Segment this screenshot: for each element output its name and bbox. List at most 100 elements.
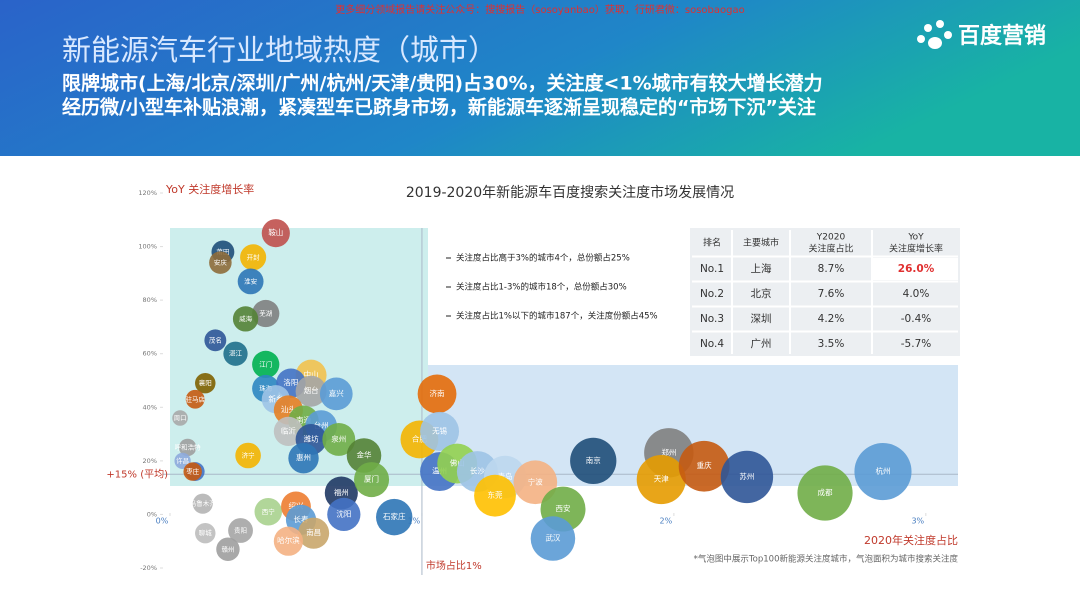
bubble [295,375,327,407]
bubble [417,374,457,414]
bubble [327,497,361,532]
table-cell: 广州 [751,338,772,350]
bubble-label: 泉州 [331,433,346,443]
bubble-label: 洛阳 [283,377,298,387]
y-tick-label: 120% [138,189,157,197]
bubble-label: 芜湖 [259,309,273,318]
highlight-row [872,258,958,280]
footnote: *气泡图中展示Top100新能源关注度城市，气泡面积为城市搜索关注度 [694,554,959,565]
bubble-label: 杭州 [875,466,890,476]
reference-label: 市场占比1% [426,559,482,572]
bubble [223,341,248,366]
bubble-label: 汕头 [281,404,296,414]
bubble [237,268,264,295]
bubble-label: 湛江 [229,350,243,358]
bubble [172,410,188,426]
table-cell: 4.2% [818,313,845,325]
table-cell: 7.6% [818,288,845,300]
bubble [420,411,460,451]
bubble-label: 新乡 [268,393,283,403]
annotations: 关注度占比高于3%的城市4个，总份额占25% 关注度占比1-3%的城市18个，总份… [446,253,658,322]
bubble [232,306,259,332]
bubble-label: 南通 [296,415,311,425]
bubble-label: 佛山 [450,458,465,468]
bubble-label: 莆田 [216,247,229,256]
bubble-label: 济南 [430,388,445,398]
table-cell: 北京 [751,287,772,300]
y-tick-label: 20% [143,457,157,465]
bubble-label: 威海 [239,314,253,323]
bubble-label: 重庆 [697,460,712,470]
bubble-label: 珠海 [259,384,273,393]
bubble-label: 淮安 [244,276,258,285]
bubble-label: 长春 [294,514,309,524]
bubble-label: 西宁 [262,507,276,516]
table-cell: No.3 [700,313,724,325]
title: 新能源汽车行业地域热度（城市） [62,33,497,67]
bubble-label: 潍坊 [304,433,319,443]
bubble-label: 呼和浩特 [175,442,202,451]
bubble [720,450,774,504]
table-cell: 8.7% [818,263,845,275]
bubble [252,299,280,328]
bubble-label: 沈阳 [336,508,351,518]
bubble-label: 赣州 [221,544,234,553]
table-cell: No.1 [700,263,724,275]
bubble-label: 成都 [818,487,833,497]
annotation: 关注度占比1-3%的城市18个，总份额占30% [456,282,627,293]
bubble-label: 乌鲁木齐 [190,499,217,508]
x-tick-label: 1% [408,517,421,526]
reference-label: +15% (平均) [106,468,168,480]
bubble [183,462,202,481]
bubble [192,493,213,514]
bubble [854,443,912,501]
table-cell: 3.5% [818,338,845,350]
bubble-label: 枣庄 [186,467,200,476]
bubble [235,442,261,469]
header-band [0,0,1080,156]
bubble [570,437,617,485]
bubble-label: 济宁 [242,451,256,460]
table-bg [690,228,960,356]
bubble-label: 临沂 [281,425,296,435]
bubble-label: 福州 [334,488,349,497]
bubble-label: 中山 [304,369,319,379]
y-tick-label: 80% [143,296,157,304]
bubble [298,517,330,549]
bubble-label: 无锡 [432,426,447,435]
y-tick-label: 100% [138,243,157,251]
table-cell: 26.0% [898,263,935,275]
bubble [376,498,413,536]
bubble-label: 聊城 [199,528,213,537]
table-cell: No.2 [700,288,724,300]
bubble [322,422,356,456]
bubble-label: 惠州 [296,452,311,462]
subtitle: 经历微/小型车补贴浪潮，紧凑型车已跻身市场，新能源车逐渐呈现稳定的“市场下沉”关… [62,96,816,119]
bubble-label: 鞍山 [268,227,283,237]
bubble [288,442,319,474]
table-header: 关注度占比 [808,243,853,255]
bubble-label: 襄阳 [199,378,212,387]
x-tick-label: 2% [660,517,673,526]
bubble [240,244,267,271]
table-cell: -0.4% [901,313,931,325]
logo: 百度营销 [958,23,1046,49]
bubble-label: 驻马店 [185,394,205,403]
bubble-label: 开封 [247,252,261,261]
x-tick-label: 3% [911,517,924,526]
bubble [178,438,197,457]
bubble [195,522,216,544]
table-header: 关注度增长率 [889,243,943,255]
bubble [513,460,558,505]
chart-title: 2019-2020年新能源车百度搜索关注度市场发展情况 [406,184,734,201]
bubble [204,329,227,352]
bubble [261,219,290,248]
bubble [195,372,216,394]
bubble-label: 贵阳 [234,526,247,535]
bubble-label: 江门 [259,359,272,368]
table-header: 主要城市 [743,237,779,249]
y-tick-label: -20% [140,564,157,572]
subtitle: 限牌城市(上海/北京/深圳/广州/杭州/天津/贵阳)占30%，关注度<1%城市有… [62,72,823,95]
bubble-label: 烟台 [304,385,319,395]
